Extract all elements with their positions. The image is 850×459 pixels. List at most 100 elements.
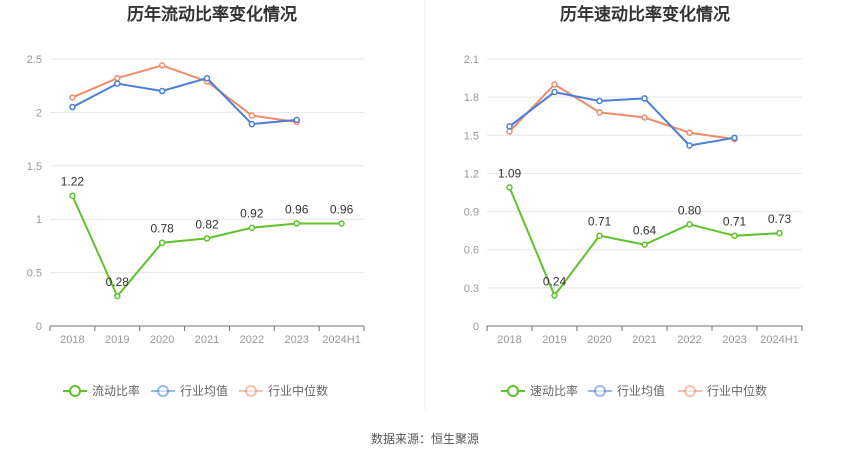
data-label: 0.96 — [330, 202, 354, 216]
x-tick-label: 2024H1 — [760, 334, 799, 346]
data-label: 0.78 — [150, 222, 174, 236]
data-point-avg — [596, 97, 603, 105]
plot-area: 0 0.5 1 1.5 2 2.5 2018 2019 2020 2021 2022 2023 2024… — [27, 54, 365, 398]
data-label: 0.24 — [543, 274, 567, 288]
current-ratio-chart: 历年流动比率变化情况 0 0.5 1 1.5 2 2.5 2018 2019 2020 2021 2… — [27, 4, 365, 398]
data-point-main — [596, 232, 603, 239]
data-label: 0.92 — [240, 207, 264, 221]
x-tick-label: 2023 — [722, 334, 746, 346]
data-point-main — [641, 241, 648, 248]
data-point-median — [596, 109, 603, 116]
legend-item-median: 行业中位数 — [678, 383, 767, 398]
data-point-median — [158, 62, 166, 69]
x-tick-label: 2024H1 — [322, 334, 361, 346]
legend-marker — [245, 385, 257, 397]
data-point-avg — [731, 134, 738, 142]
data-point-avg — [293, 116, 300, 124]
x-tick-label: 2020 — [150, 334, 174, 346]
x-tick-label: 2019 — [542, 334, 566, 346]
data-label: 1.09 — [498, 166, 522, 180]
data-label: 0.80 — [678, 203, 702, 217]
data-point-main — [338, 220, 345, 227]
data-source-note: 数据来源：恒生聚源 — [371, 431, 479, 446]
data-point-avg — [686, 142, 693, 149]
y-tick-label: 1.5 — [27, 161, 42, 173]
x-tick-label: 2018 — [497, 334, 521, 346]
y-tick-label: 1.2 — [464, 168, 479, 180]
x-tick-label: 2023 — [284, 334, 308, 346]
series-line-avg — [71, 77, 297, 126]
chart-title: 历年速动比率变化情况 — [560, 4, 730, 25]
data-point-avg — [203, 74, 211, 82]
quick-ratio-chart: 历年速动比率变化情况 0 0.3 0.6 0.9 1.2 1.5 1.8 2.1 2018 201… — [464, 4, 803, 398]
legend-marker — [684, 385, 696, 397]
x-tick-label: 2020 — [587, 334, 611, 346]
data-point-main — [293, 220, 300, 227]
data-point-main — [158, 239, 166, 246]
data-point-main — [114, 292, 121, 300]
legend-item-main: 流动比率 — [63, 383, 140, 398]
data-point-avg — [114, 80, 121, 87]
data-point-avg — [248, 120, 256, 128]
data-point-main — [248, 224, 256, 231]
y-tick-label: 2.5 — [27, 54, 42, 66]
series-line-avg — [508, 91, 735, 147]
data-label: 1.22 — [61, 175, 85, 189]
data-point-avg — [69, 103, 76, 111]
x-tick-label: 2022 — [677, 334, 701, 346]
y-tick-label: 1 — [36, 214, 42, 226]
legend-item-median: 行业中位数 — [239, 383, 328, 398]
data-point-median — [551, 81, 558, 88]
legend-item-main: 速动比率 — [501, 383, 578, 398]
legend-label: 行业中位数 — [268, 383, 328, 398]
data-label: 0.82 — [195, 217, 219, 231]
legend-marker — [69, 385, 81, 397]
data-label: 0.28 — [106, 275, 130, 289]
x-tick-label: 2021 — [195, 334, 219, 346]
y-tick-label: 2.1 — [464, 54, 479, 66]
y-tick-label: 1.8 — [464, 92, 479, 104]
x-tick-label: 2021 — [632, 334, 656, 346]
legend-label: 行业均值 — [617, 383, 665, 398]
y-tick-label: 2 — [36, 107, 42, 119]
legend-label: 行业均值 — [180, 383, 228, 398]
legend-marker — [157, 385, 169, 397]
x-tick-label: 2022 — [240, 334, 264, 346]
series-line-median — [508, 83, 735, 141]
data-label: 0.71 — [588, 215, 612, 229]
legend-item-avg: 行业均值 — [151, 383, 228, 398]
legend-item-avg: 行业均值 — [588, 383, 665, 398]
data-point-main — [551, 292, 558, 299]
data-point-median — [114, 74, 121, 82]
x-tick-label: 2019 — [105, 334, 129, 346]
data-point-avg — [158, 87, 166, 95]
y-tick-label: 0.9 — [464, 207, 479, 219]
data-point-avg — [551, 88, 558, 96]
data-point-median — [686, 129, 693, 136]
data-label: 0.71 — [723, 215, 747, 229]
legend-label: 流动比率 — [92, 383, 140, 398]
legend-marker — [594, 385, 606, 397]
y-tick-label: 0.5 — [27, 268, 42, 280]
data-point-avg — [506, 123, 513, 130]
y-tick-label: 0.6 — [464, 245, 479, 257]
data-point-median — [641, 114, 648, 121]
legend-marker — [507, 385, 519, 397]
y-tick-label: 0.3 — [464, 283, 479, 295]
data-point-median — [506, 128, 513, 135]
y-tick-label: 0 — [473, 321, 479, 333]
plot-area: 0 0.3 0.6 0.9 1.2 1.5 1.8 2.1 2018 2019 2020 2021 20… — [464, 54, 803, 398]
chart-title: 历年流动比率变化情况 — [127, 4, 297, 25]
legend-label: 速动比率 — [530, 383, 578, 398]
data-point-median — [69, 94, 76, 101]
y-tick-label: 0 — [36, 321, 42, 333]
data-point-main — [731, 232, 738, 239]
data-label: 0.96 — [285, 202, 309, 216]
x-tick-label: 2018 — [60, 334, 84, 346]
data-point-median — [248, 112, 256, 119]
legend-label: 行业中位数 — [707, 383, 767, 398]
data-point-main — [506, 184, 513, 191]
data-point-main — [686, 221, 693, 228]
data-point-main — [69, 192, 76, 199]
